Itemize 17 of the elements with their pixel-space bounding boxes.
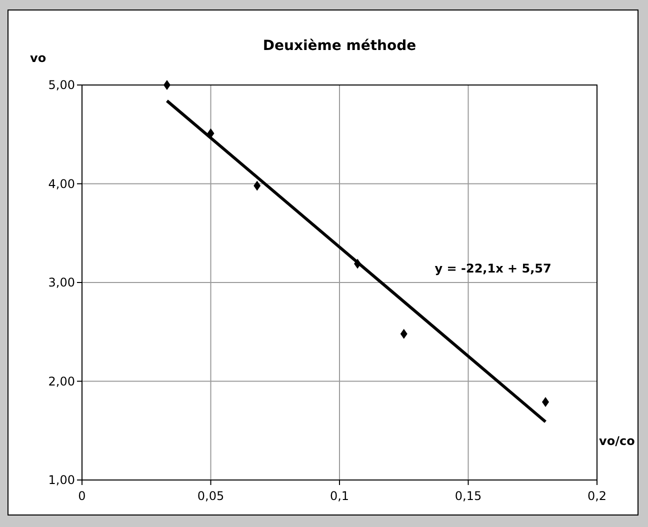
y-axis-title: vo [30, 51, 46, 65]
annotation: y = -22,1x + 5,57 [434, 262, 552, 276]
x-axis-title: vo/co [599, 434, 635, 448]
point [163, 80, 170, 90]
point [254, 180, 261, 191]
y-tick-label: 5,00 [48, 78, 75, 92]
x-tick-label: 0,1 [330, 489, 350, 503]
point [400, 328, 408, 339]
y-tick-label: 2,00 [48, 374, 75, 388]
x-tick-label: 0,2 [587, 489, 607, 503]
x-tick-label: 0 [78, 489, 86, 503]
chart-title: Deuxième méthode [262, 38, 416, 54]
y-tick-label: 1,00 [48, 473, 75, 487]
x-tick-label: 0,15 [454, 489, 482, 503]
x-tick-label: 0,05 [197, 489, 224, 503]
y-tick-label: 4,00 [48, 176, 75, 191]
y-tick-label: 3,00 [48, 276, 75, 290]
